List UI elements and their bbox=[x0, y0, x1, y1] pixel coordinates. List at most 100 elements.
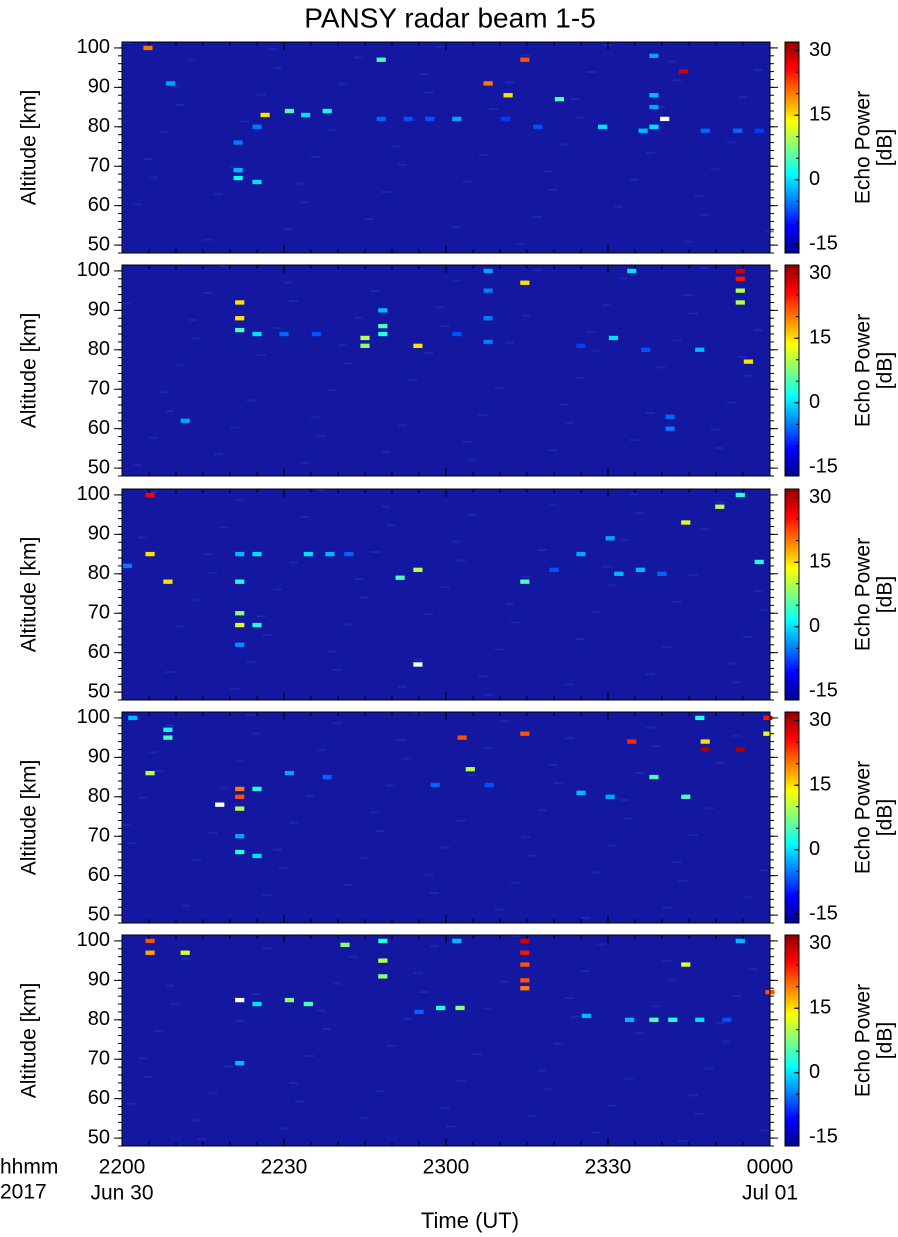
background-texture bbox=[591, 611, 601, 614]
echo-cell bbox=[483, 339, 493, 345]
background-texture bbox=[667, 60, 677, 63]
background-texture bbox=[548, 449, 558, 452]
colorbar bbox=[784, 41, 800, 254]
echo-cell bbox=[627, 268, 637, 274]
y-tick-label: 50 bbox=[88, 1126, 110, 1148]
background-texture bbox=[154, 1030, 164, 1033]
background-texture bbox=[246, 714, 256, 717]
colorbar-unit: [dB] bbox=[874, 576, 897, 613]
echo-cell bbox=[520, 950, 530, 955]
colorbar-label: Echo Power bbox=[852, 538, 875, 651]
background-texture bbox=[575, 638, 585, 641]
background-texture bbox=[672, 79, 682, 82]
background-texture bbox=[591, 349, 601, 352]
colorbar-tick-label: 30 bbox=[809, 486, 831, 508]
background-texture bbox=[753, 68, 763, 71]
background-texture bbox=[402, 1017, 412, 1020]
echo-cell bbox=[233, 168, 243, 173]
background-texture bbox=[170, 1003, 180, 1006]
echo-cell bbox=[520, 986, 530, 991]
y-tick-label: 80 bbox=[88, 562, 110, 584]
echo-cell bbox=[260, 112, 270, 118]
background-texture bbox=[500, 720, 509, 723]
background-texture bbox=[462, 180, 472, 183]
background-texture bbox=[138, 536, 148, 539]
background-texture bbox=[635, 1032, 644, 1035]
background-texture bbox=[332, 982, 342, 985]
background-texture bbox=[300, 515, 310, 518]
colorbar-tick-label: 15 bbox=[809, 103, 831, 125]
echo-cell bbox=[235, 834, 245, 839]
background-texture bbox=[327, 128, 337, 131]
background-texture bbox=[689, 834, 698, 837]
y-tick-label: 70 bbox=[88, 155, 110, 177]
echo-cell bbox=[413, 343, 423, 349]
y-tick-label: 60 bbox=[88, 194, 110, 216]
colorbar-tick-label: 0 bbox=[809, 168, 820, 190]
background-texture bbox=[321, 1028, 331, 1031]
echo-cell bbox=[649, 104, 659, 110]
echo-cell bbox=[581, 1013, 591, 1019]
background-texture bbox=[413, 658, 423, 661]
background-texture bbox=[559, 143, 569, 146]
background-texture bbox=[521, 314, 531, 317]
echo-cell bbox=[252, 853, 262, 859]
background-texture bbox=[224, 1065, 234, 1068]
echo-cell bbox=[455, 1005, 465, 1011]
background-texture bbox=[273, 848, 283, 851]
echo-cell bbox=[360, 343, 370, 349]
background-texture bbox=[305, 1055, 315, 1058]
y-tick-label: 80 bbox=[88, 1008, 110, 1030]
background-texture bbox=[651, 745, 661, 748]
echo-cell bbox=[520, 938, 530, 944]
echo-cell bbox=[733, 128, 743, 133]
echo-cell bbox=[649, 93, 659, 98]
echo-cell bbox=[235, 551, 245, 557]
background-texture bbox=[602, 565, 612, 568]
colorbar bbox=[784, 934, 800, 1147]
background-texture bbox=[651, 1005, 661, 1008]
echo-cell bbox=[322, 108, 332, 114]
echo-cell bbox=[145, 950, 155, 955]
colorbar bbox=[784, 488, 800, 701]
echo-cell bbox=[735, 268, 745, 274]
echo-cell bbox=[627, 739, 637, 744]
background-texture bbox=[467, 513, 477, 516]
echo-cell bbox=[378, 323, 388, 329]
background-texture bbox=[537, 809, 547, 812]
background-texture bbox=[235, 499, 245, 502]
x-tick-label: 0000 bbox=[747, 1156, 794, 1179]
background-texture bbox=[505, 341, 515, 344]
background-texture bbox=[143, 157, 153, 160]
background-texture bbox=[483, 693, 493, 696]
background-texture bbox=[743, 896, 752, 899]
background-texture bbox=[699, 267, 709, 270]
colorbar-tick-label: -15 bbox=[809, 1126, 838, 1148]
background-texture bbox=[149, 751, 158, 754]
y-tick-label: 100 bbox=[77, 929, 110, 951]
background-texture bbox=[435, 46, 445, 49]
background-texture bbox=[716, 447, 725, 450]
y-axis-label: Altitude [km] bbox=[18, 760, 41, 876]
background-texture bbox=[716, 761, 725, 764]
background-texture bbox=[176, 625, 185, 628]
background-texture bbox=[165, 984, 175, 987]
y-axis-label: Altitude [km] bbox=[18, 313, 41, 429]
echo-cell bbox=[360, 335, 370, 341]
background-texture bbox=[186, 318, 196, 321]
colorbar-tick-label: 0 bbox=[809, 391, 820, 413]
background-texture bbox=[721, 1040, 731, 1043]
y-tick-label: 80 bbox=[88, 338, 110, 360]
background-texture bbox=[645, 411, 655, 414]
background-texture bbox=[170, 85, 180, 88]
echo-cell bbox=[235, 794, 245, 799]
y-tick-label: 70 bbox=[88, 602, 110, 624]
background-texture bbox=[359, 856, 369, 859]
background-texture bbox=[478, 414, 488, 417]
echo-cell bbox=[735, 276, 745, 281]
background-texture bbox=[705, 1067, 715, 1070]
background-texture bbox=[149, 176, 158, 179]
background-texture bbox=[510, 935, 520, 937]
echo-cell bbox=[457, 735, 467, 740]
y-tick-label: 90 bbox=[88, 969, 110, 991]
